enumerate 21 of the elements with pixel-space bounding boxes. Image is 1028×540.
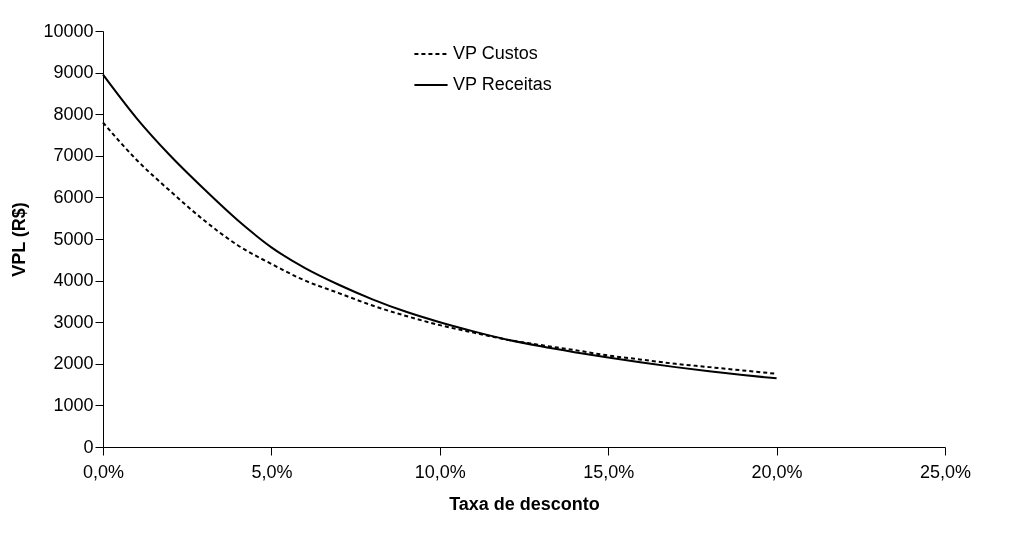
y-tick-label: 8000: [53, 103, 94, 124]
y-tick-label: 1000: [53, 394, 94, 415]
x-axis-title: Taxa de desconto: [449, 493, 600, 514]
legend-label: VP Receitas: [453, 74, 552, 94]
y-tick-label: 0: [83, 436, 94, 457]
y-tick-label: 7000: [53, 145, 94, 166]
y-axis-title: VPL (R$): [9, 202, 30, 277]
x-tick-label: 25,0%: [919, 461, 972, 482]
x-tick-label: 0,0%: [82, 461, 125, 482]
y-tick-label: 6000: [53, 186, 94, 207]
y-tick-label: 2000: [53, 353, 94, 374]
y-tick-label: 5000: [53, 228, 94, 249]
x-tick-label: 5,0%: [251, 461, 293, 482]
x-tick-label: 15,0%: [583, 461, 635, 482]
y-tick-label: 4000: [53, 270, 94, 291]
y-tick-label: 10000: [43, 20, 94, 41]
legend-label: VP Custos: [453, 43, 538, 63]
x-tick-label: 20,0%: [751, 461, 803, 482]
x-tick-label: 10,0%: [414, 461, 466, 482]
y-tick-label: 3000: [53, 311, 94, 332]
y-tick-label: 9000: [53, 62, 94, 83]
